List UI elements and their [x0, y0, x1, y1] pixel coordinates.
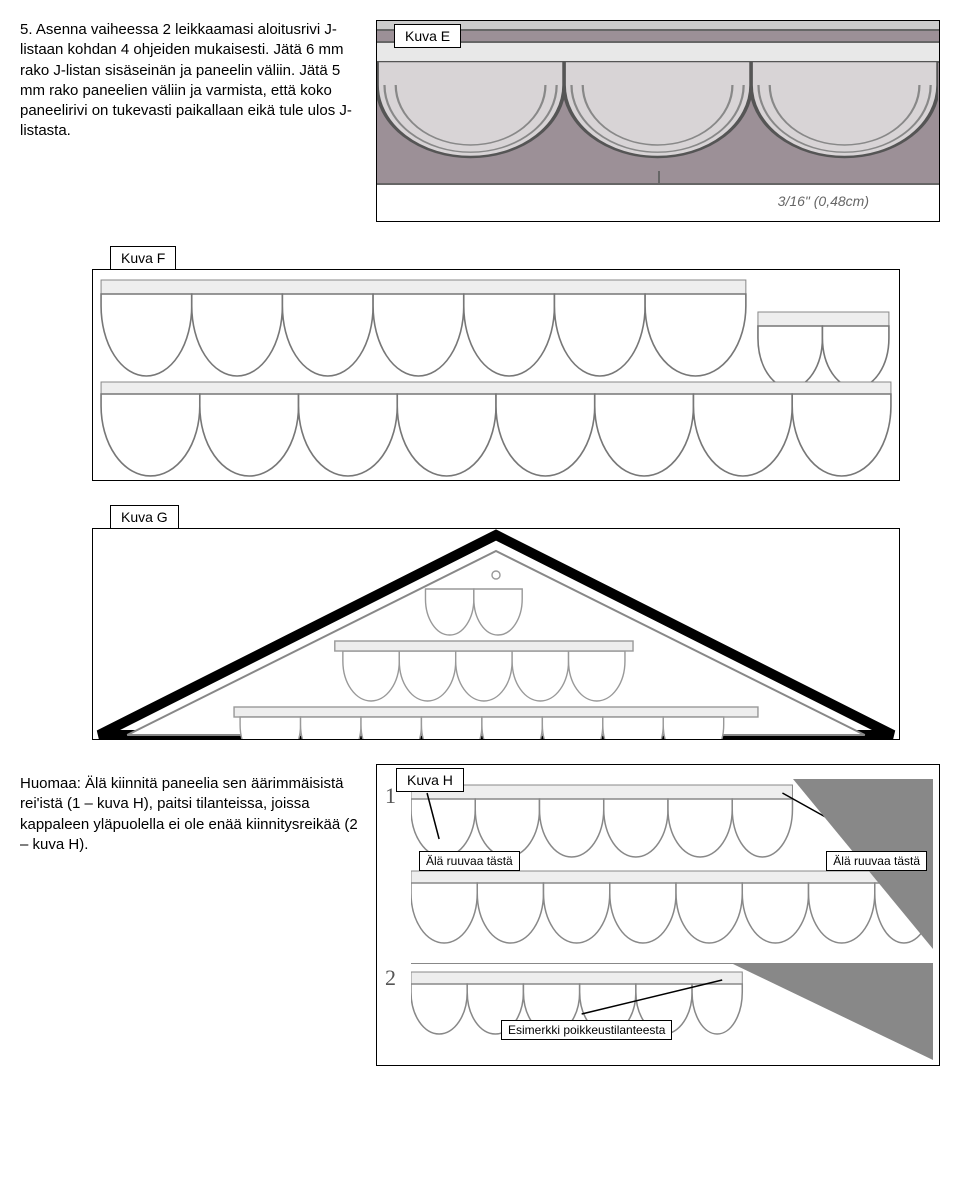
arrow-icon: [658, 171, 660, 185]
scallop-panel: [751, 61, 938, 181]
fig-h-panel-1: Älä ruuvaa tästä Älä ruuvaa tästä: [411, 779, 933, 949]
callout-exception: Esimerkki poikkeustilanteesta: [501, 1020, 672, 1040]
roof-slope-icon: [733, 964, 933, 1060]
step-body: Asenna vaiheessa 2 leikkaamasi aloitusri…: [20, 21, 352, 139]
nail-rail-lower: [377, 21, 939, 31]
figure-e: 3/16" (0,48cm): [376, 20, 940, 222]
figure-g: [92, 528, 900, 740]
step5-text: 5. Asenna vaiheessa 2 leikkaamasi aloitu…: [20, 20, 360, 142]
scallop-panel: [564, 61, 751, 181]
dimension-text: 3/16" (0,48cm): [778, 193, 869, 209]
scallop-panel: [377, 61, 564, 181]
step-number: 5.: [20, 21, 33, 38]
figure-e-container: Kuva E 3/16" (0,48cm): [376, 20, 940, 222]
scallop-rows-icon: [101, 280, 891, 476]
callout-no-screw-left: Älä ruuvaa tästä: [419, 851, 520, 871]
figure-f-label: Kuva F: [110, 246, 176, 270]
figure-f: [92, 269, 900, 481]
nail-rail: [377, 41, 939, 63]
fig-h-number-2: 2: [385, 965, 396, 991]
figure-h-row: Huomaa: Älä kiinnitä paneelia sen äärimm…: [20, 764, 940, 1066]
figure-h-note: Huomaa: Älä kiinnitä paneelia sen äärimm…: [20, 774, 360, 855]
gable-icon: [93, 529, 899, 739]
figure-h-label: Kuva H: [396, 768, 464, 792]
figure-h: 1 2: [376, 764, 940, 1066]
figure-h-container: Kuva H 1 2: [376, 764, 940, 1066]
fig-h-number-1: 1: [385, 783, 396, 809]
callout-no-screw-right: Älä ruuvaa tästä: [826, 851, 927, 871]
figure-f-container: Kuva F: [20, 246, 940, 481]
dimension-bar: 3/16" (0,48cm): [377, 183, 939, 221]
fig-h-panel-2: Esimerkki poikkeustilanteesta: [411, 963, 933, 1060]
figure-g-label: Kuva G: [110, 505, 179, 529]
step5-row: 5. Asenna vaiheessa 2 leikkaamasi aloitu…: [20, 20, 940, 222]
figure-g-container: Kuva G: [20, 505, 940, 740]
figure-e-label: Kuva E: [394, 24, 461, 48]
